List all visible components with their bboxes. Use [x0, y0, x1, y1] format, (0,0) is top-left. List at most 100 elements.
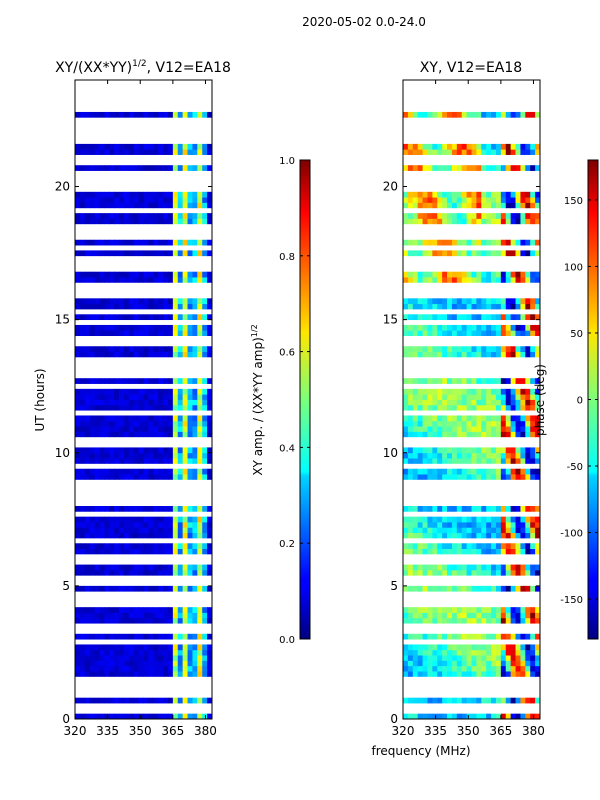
amplitude-cell — [202, 420, 208, 427]
phase-cell — [515, 399, 521, 406]
phase-cell — [500, 394, 507, 400]
amplitude-cell — [84, 420, 91, 427]
amplitude-cell — [133, 378, 139, 384]
amplitude-cell — [143, 415, 149, 422]
phase-cell — [476, 516, 482, 523]
phase-cell — [495, 516, 502, 523]
phase-cell — [442, 303, 448, 310]
amplitude-cell — [172, 660, 179, 667]
phase-y-tick-label: 10 — [383, 446, 398, 460]
phase-cell — [466, 543, 472, 549]
amplitude-cell — [123, 527, 130, 534]
phase-cell — [476, 564, 482, 571]
amplitude-cell — [158, 399, 164, 406]
amplitude-cell — [167, 713, 174, 720]
phase-cell — [525, 218, 531, 225]
amplitude-cell — [167, 612, 174, 619]
phase-cell — [530, 527, 536, 534]
phase-cell — [447, 447, 453, 454]
phase-cell — [466, 303, 472, 310]
amplitude-cell — [89, 474, 95, 480]
phase-cell — [481, 197, 487, 203]
phase-cell — [403, 149, 409, 155]
phase-cell — [403, 633, 409, 640]
amplitude-y-tick-label: 5 — [62, 579, 70, 593]
phase-cell — [505, 633, 512, 640]
amplitude-cell — [182, 394, 188, 400]
amplitude-cell — [182, 314, 188, 321]
amplitude-cell — [148, 111, 154, 118]
amplitude-cell — [177, 303, 184, 310]
phase-cell — [520, 218, 526, 225]
amplitude-cell — [75, 202, 81, 209]
phase-cell — [500, 378, 507, 384]
phase-cell — [461, 697, 467, 704]
phase-cell — [535, 143, 541, 150]
amplitude-cell — [99, 165, 105, 171]
phase-cell — [437, 218, 443, 225]
phase-cell — [407, 298, 414, 305]
amplitude-cell — [84, 655, 91, 661]
phase-cell — [456, 452, 463, 459]
amplitude-cell — [167, 452, 174, 459]
amplitude-cell — [158, 617, 164, 624]
amplitude-cell — [163, 277, 169, 283]
amplitude-cell — [79, 506, 86, 512]
phase-cell — [451, 271, 458, 278]
phase-cell — [427, 468, 433, 475]
amplitude-cell — [182, 458, 188, 464]
phase-cell — [491, 543, 497, 549]
phase-cell — [510, 202, 516, 209]
amplitude-cell — [89, 250, 95, 257]
phase-cell — [412, 431, 419, 438]
amplitude-cell — [207, 506, 213, 512]
amplitude-cell — [109, 213, 115, 219]
amplitude-cell — [128, 239, 135, 246]
amplitude-cell — [172, 527, 179, 534]
amplitude-cell — [192, 532, 198, 539]
amplitude-cell — [177, 143, 184, 150]
amplitude-cell — [79, 197, 86, 203]
phase-cell — [403, 607, 409, 613]
amplitude-cell — [148, 431, 154, 438]
amplitude-cell — [89, 303, 95, 310]
phase-cell — [412, 543, 419, 549]
amplitude-cell — [187, 378, 193, 384]
phase-cell — [515, 250, 521, 257]
phase-cell — [417, 314, 423, 321]
phase-cell — [417, 298, 423, 305]
amplitude-cell — [84, 271, 91, 278]
phase-cell — [427, 420, 433, 427]
phase-cell — [530, 516, 536, 523]
phase-cell — [437, 665, 443, 672]
amplitude-cell — [79, 314, 86, 321]
amplitude-cell — [94, 431, 100, 438]
phase-cell — [515, 239, 521, 246]
phase-cell — [505, 399, 512, 406]
amplitude-cell — [153, 564, 159, 571]
amplitude-cell — [167, 197, 174, 203]
amplitude-cell — [202, 458, 208, 464]
phase-cell — [417, 271, 423, 278]
amplitude-cell — [94, 474, 100, 480]
phase-cell — [461, 388, 467, 395]
phase-cell — [510, 394, 516, 400]
amplitude-colorbar-tick-label: 0.8 — [279, 252, 295, 263]
amplitude-cell — [99, 607, 105, 613]
amplitude-cell — [172, 143, 179, 150]
amplitude-cell — [123, 644, 130, 651]
phase-cell — [525, 468, 531, 475]
phase-cell — [412, 404, 419, 411]
amplitude-cell — [138, 458, 144, 464]
phase-cell — [432, 607, 438, 613]
amplitude-cell — [158, 197, 164, 203]
amplitude-cell — [133, 149, 139, 155]
phase-cell — [442, 564, 448, 571]
amplitude-cell — [158, 165, 164, 171]
phase-cell — [427, 346, 433, 352]
amplitude-cell — [197, 564, 203, 571]
amplitude-cell — [177, 314, 184, 321]
phase-cell — [505, 532, 512, 539]
phase-cell — [432, 351, 438, 358]
phase-cell — [407, 697, 414, 704]
